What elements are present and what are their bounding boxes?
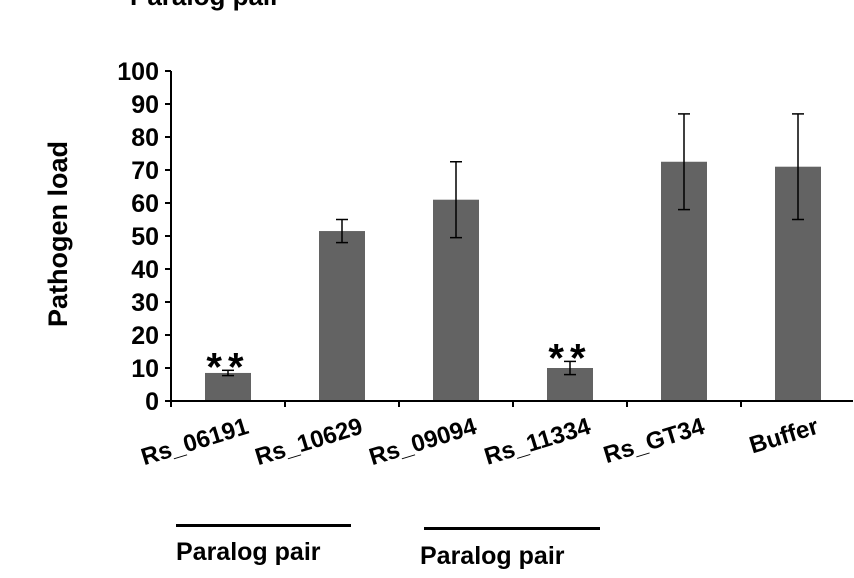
error-bar: [564, 360, 576, 376]
y-tick-label: 30: [131, 289, 159, 317]
x-tick-label: Rs_09094: [366, 413, 480, 471]
error-bars: [222, 113, 804, 377]
error-bar: [678, 113, 690, 211]
error-bar: [336, 218, 348, 244]
paralog-pair-line-1: [176, 524, 351, 527]
y-tick-label: 100: [117, 58, 159, 86]
significance-annotations: ** **: [206, 336, 591, 389]
x-axis-ticks: Rs_06191 Rs_10629 Rs_09094 Rs_11334 Rs_GT34 B…: [138, 401, 822, 471]
y-tick-label: 80: [131, 124, 159, 152]
y-tick-label: 10: [131, 355, 159, 383]
x-tick-label: Rs_10629: [252, 413, 366, 471]
y-axis-label: Pathogen load: [43, 141, 73, 327]
significance-marker: **: [206, 345, 249, 389]
bar-rs-06191: [205, 372, 251, 401]
paralog-pair-line-2: [424, 527, 600, 530]
x-tick-label: Rs_11334: [481, 413, 594, 471]
y-tick-label: 0: [145, 388, 159, 416]
bar-rs-10629: [319, 231, 365, 401]
significance-marker: **: [548, 336, 591, 380]
error-bar: [792, 113, 804, 221]
cut-off-title: Paralog pair: [130, 0, 280, 12]
bars: [205, 161, 821, 401]
x-tick-label: Buffer: [746, 413, 821, 459]
y-tick-label: 50: [131, 223, 159, 251]
x-tick-label: Rs_06191: [138, 413, 252, 471]
y-tick-label: 40: [131, 256, 159, 284]
y-tick-label: 90: [131, 91, 159, 119]
y-tick-label: 60: [131, 190, 159, 218]
y-tick-label: 20: [131, 322, 159, 350]
x-tick-label: Rs_GT34: [600, 413, 708, 469]
y-axis-ticks: 0 10 20 30 40 50 60 70 80 90 100: [117, 58, 171, 416]
paralog-pair-label-2: Paralog pair: [420, 542, 565, 570]
error-bar: [222, 369, 234, 377]
y-tick-label: 70: [131, 157, 159, 185]
error-bar: [450, 161, 462, 239]
paralog-pair-label-1: Paralog pair: [176, 538, 321, 566]
